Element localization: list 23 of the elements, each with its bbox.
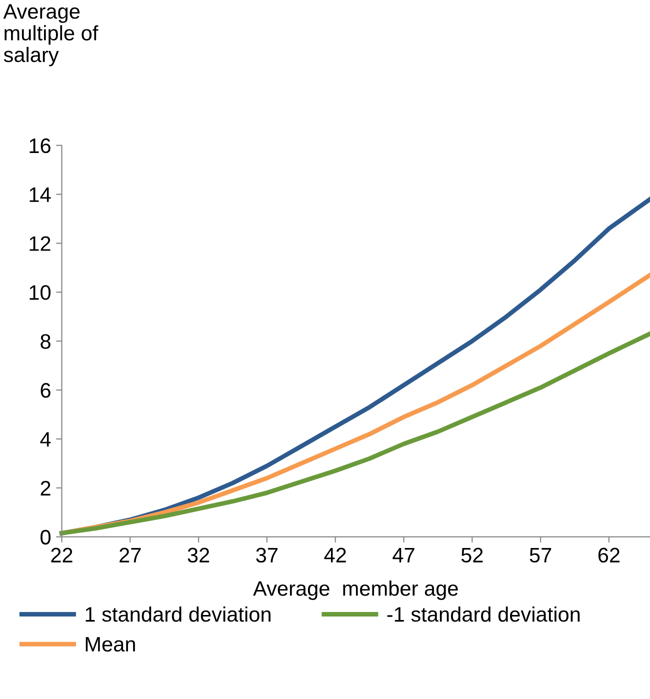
- y-tick-label: 2: [40, 480, 50, 496]
- y-tick-label: 4: [40, 432, 51, 447]
- legend-label: -1 standard deviation: [387, 606, 580, 622]
- y-tick-label: 16: [30, 138, 50, 154]
- y-tick-label: 0: [40, 530, 51, 545]
- x-tick-label: 32: [188, 548, 210, 563]
- x-tick-label: 22: [51, 548, 72, 562]
- y-tick-label: 6: [40, 383, 50, 398]
- y-tick-label: 8: [40, 334, 50, 349]
- x-tick-label: 47: [392, 548, 414, 562]
- y-tick-label: 10: [30, 285, 51, 300]
- legend-label: 1 standard deviation: [86, 606, 270, 622]
- y-axis-title: Average multiple of salary: [3, 4, 98, 66]
- y-tick-label: 14: [30, 188, 51, 202]
- x-axis-title: Average member age: [253, 580, 458, 600]
- x-tick-label: 27: [120, 548, 141, 562]
- y-tick-label: 12: [30, 236, 50, 251]
- x-tick-label: 62: [598, 548, 620, 563]
- x-tick-label: 57: [530, 548, 552, 563]
- x-tick-label: 42: [324, 548, 346, 562]
- x-tick-label: 37: [256, 548, 278, 563]
- legend-label: Mean: [86, 637, 135, 652]
- x-tick-label: 52: [461, 548, 483, 563]
